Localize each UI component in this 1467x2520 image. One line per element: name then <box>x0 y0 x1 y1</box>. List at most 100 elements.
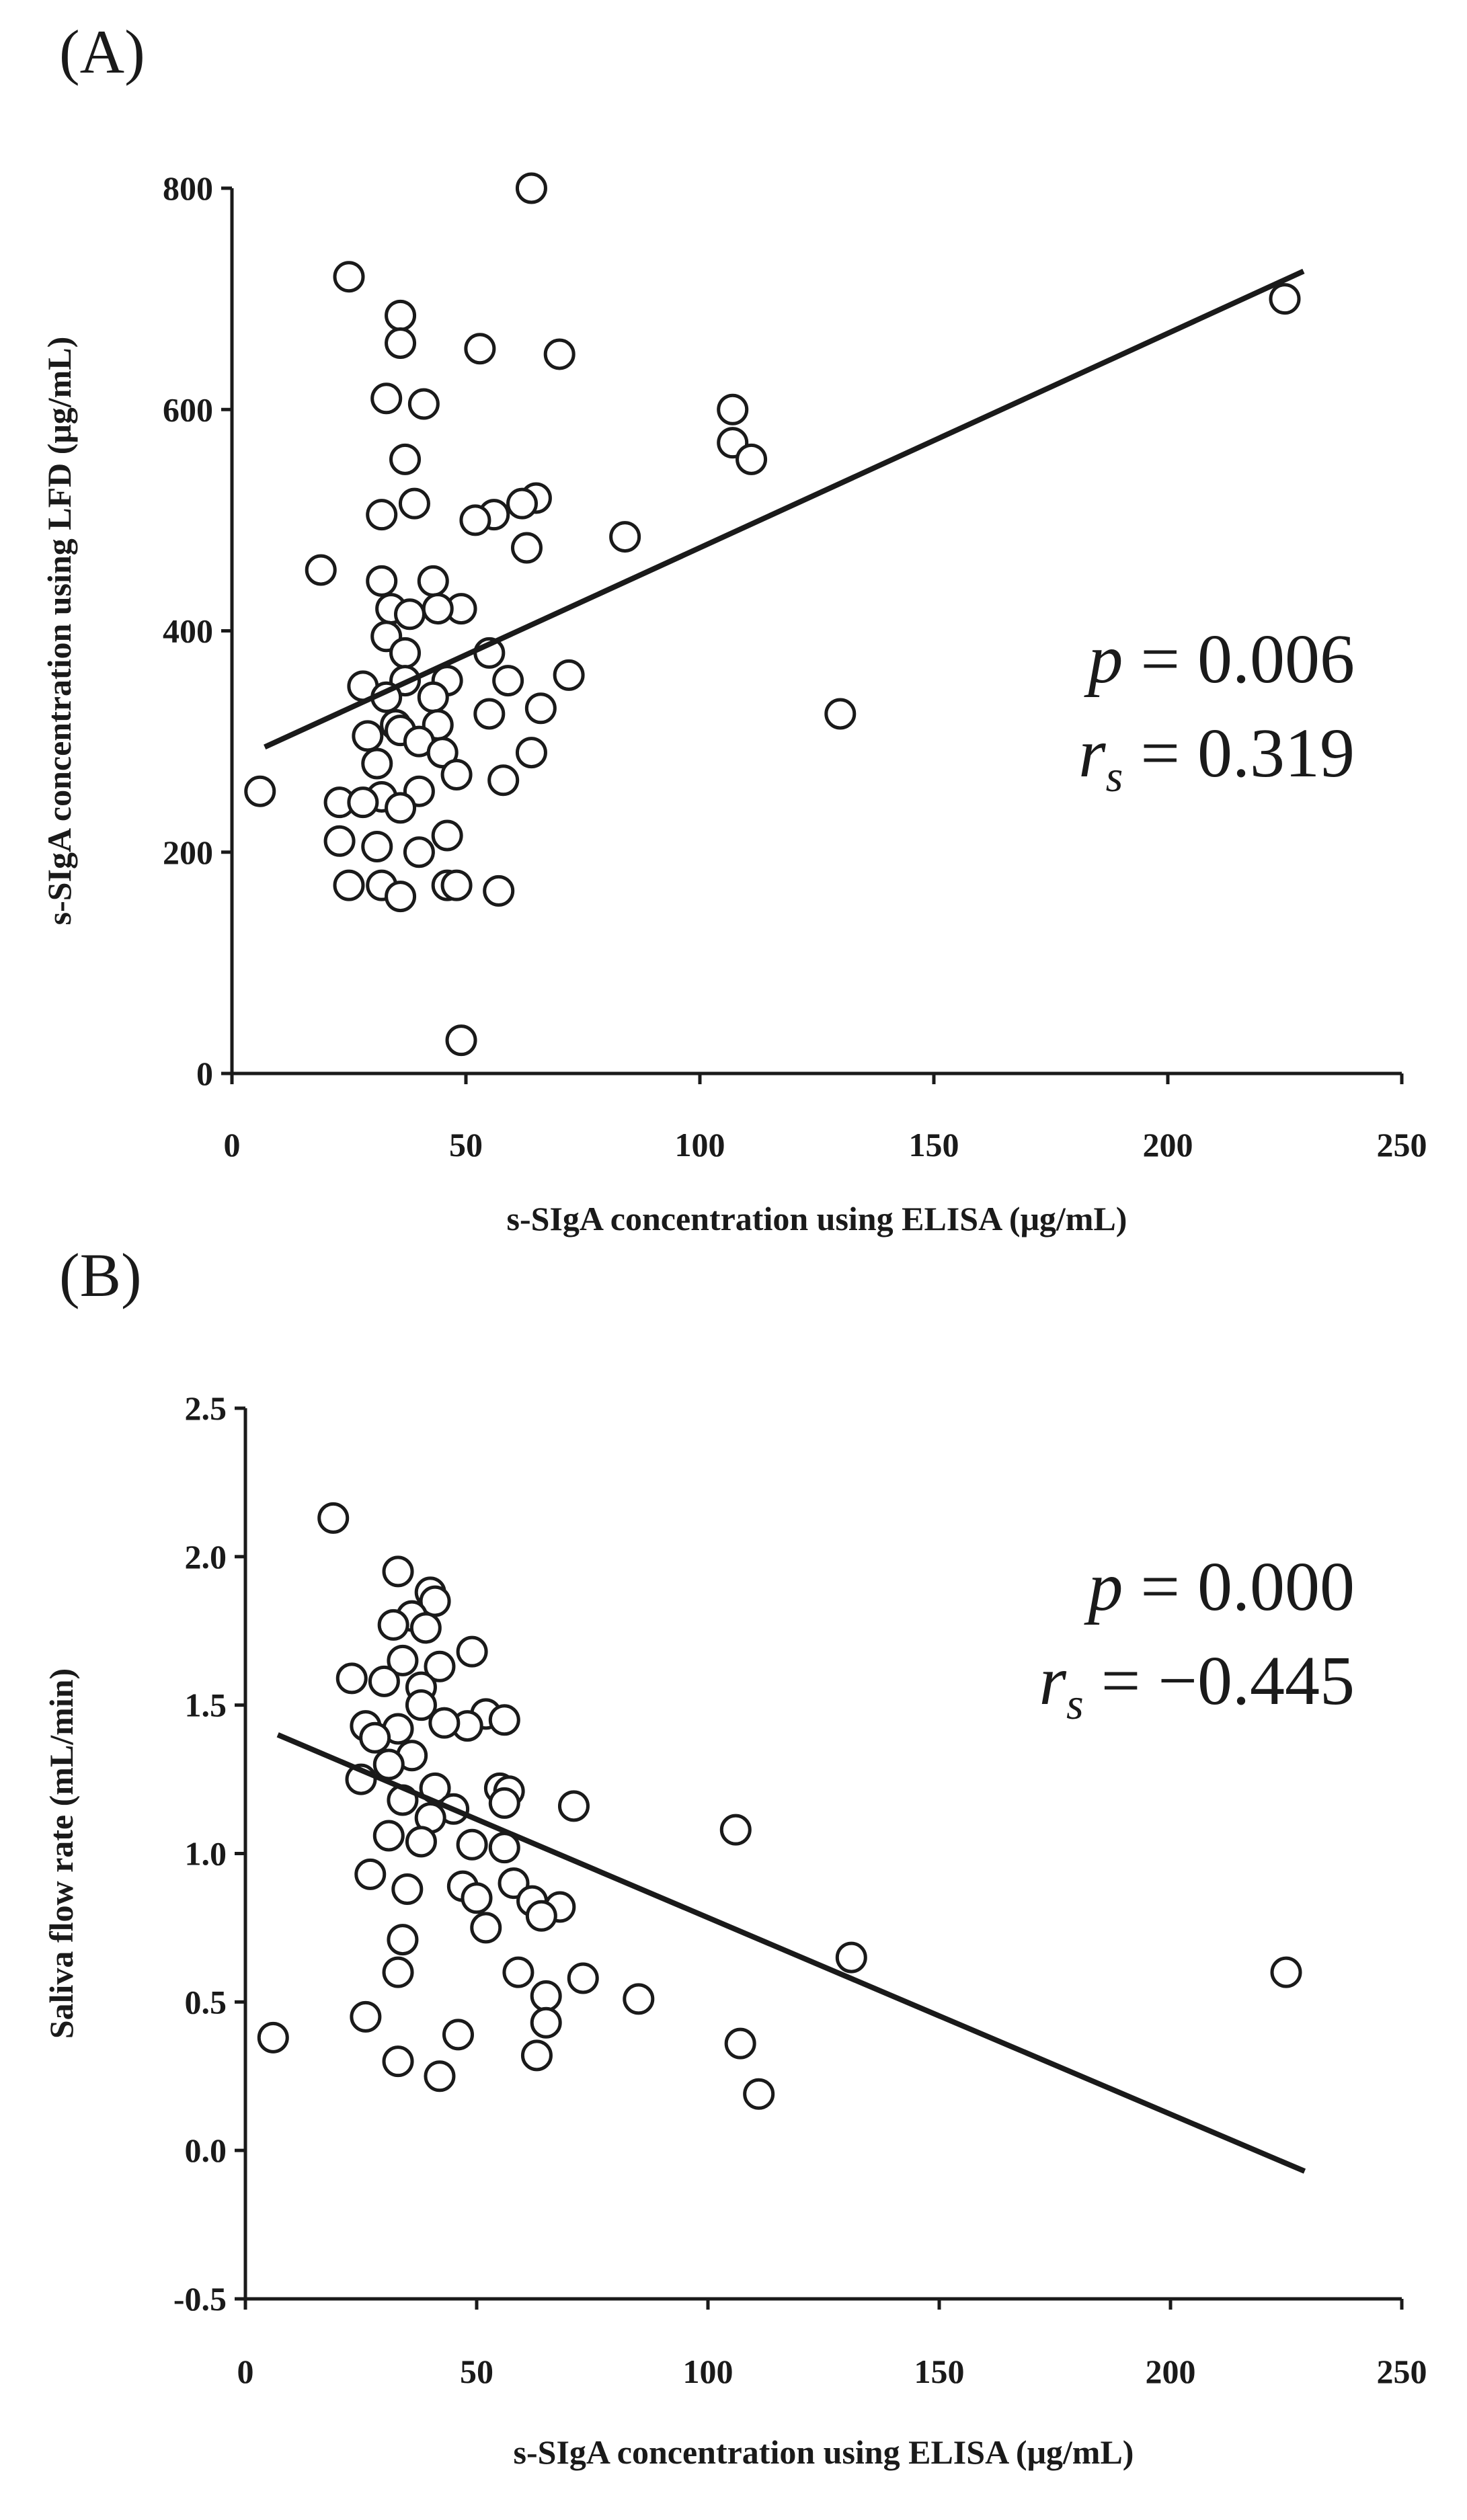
y-tick-label: 600 <box>163 391 213 428</box>
data-point <box>352 720 384 752</box>
y-tick-label: 0 <box>196 1055 213 1092</box>
data-point <box>424 2060 456 2092</box>
data-point <box>372 1748 405 1781</box>
data-point <box>317 1502 350 1534</box>
data-point <box>387 1924 419 1956</box>
data-point <box>473 698 506 730</box>
y-tick-label: 2.0 <box>185 1538 227 1576</box>
data-point <box>543 338 576 370</box>
y-tick-label: 2.5 <box>185 1389 227 1427</box>
chart-panel-b: (B) -0.5 0.0 0.5 1.0 1.5 2.0 2.5 0 50 100 150 200 250… <box>42 1241 1427 2471</box>
panel-label: (A) <box>59 17 145 86</box>
spearman-annotation: rs = −0.445 <box>1039 1642 1355 1729</box>
data-point <box>557 1790 590 1822</box>
data-point <box>567 1962 599 1994</box>
data-point <box>488 1704 520 1736</box>
x-tick-label: 200 <box>1146 2353 1196 2390</box>
data-point <box>623 1983 655 2015</box>
r-symbol: r <box>1078 715 1106 792</box>
data-point <box>387 1644 419 1676</box>
p-symbol: p <box>1083 1548 1123 1625</box>
data-point <box>488 1787 520 1819</box>
data-point <box>743 2078 775 2110</box>
data-point <box>377 1609 409 1641</box>
data-point <box>391 1873 424 1905</box>
data-point <box>417 565 449 597</box>
data-point <box>553 659 585 691</box>
data-point <box>403 836 435 868</box>
data-point <box>506 487 539 520</box>
y-tick-label: 400 <box>163 612 213 650</box>
regression-line <box>264 268 1305 749</box>
data-point <box>370 382 403 415</box>
data-point <box>244 775 276 807</box>
x-axis-title: s-SIgA concentration using ELISA (μg/mL) <box>507 1200 1127 1237</box>
data-point <box>382 1555 414 1588</box>
data-point <box>524 692 557 725</box>
data-point <box>442 2019 474 2051</box>
data-point <box>359 1721 391 1754</box>
data-point <box>456 1828 488 1861</box>
data-point <box>361 831 393 863</box>
data-point <box>835 1941 867 1974</box>
y-tick-label: 800 <box>163 169 213 207</box>
y-axis-title: Saliva flow rate (mL/min) <box>42 1668 80 2039</box>
data-point <box>405 1826 437 1858</box>
data-point <box>461 1882 493 1914</box>
y-tick-label: 1.0 <box>185 1835 227 1873</box>
data-point <box>440 759 473 791</box>
data-point <box>385 299 417 331</box>
data-point <box>393 598 426 631</box>
r-value-text: = −0.445 <box>1084 1642 1355 1719</box>
x-tick-label: 100 <box>683 2353 734 2390</box>
data-point <box>333 261 365 293</box>
data-point <box>407 388 440 420</box>
data-point <box>385 792 417 824</box>
data-point <box>417 681 449 713</box>
data-point <box>366 499 398 531</box>
chart-panel-a: (A) 0 200 400 600 800 0 50 100 150 200 250 s-SIgA co… <box>40 17 1427 1237</box>
data-point <box>350 2000 382 2033</box>
data-point <box>385 881 417 913</box>
p-value-annotation: p = 0.006 <box>1083 620 1355 698</box>
data-point <box>385 327 417 359</box>
data-point <box>487 764 520 797</box>
data-point <box>372 1820 405 1852</box>
r-symbol: r <box>1039 1642 1067 1719</box>
x-tick-label: 0 <box>224 1126 241 1164</box>
data-point <box>464 333 496 365</box>
data-point <box>426 737 459 769</box>
data-point <box>422 593 454 625</box>
data-point <box>366 565 398 597</box>
y-tick-label: -0.5 <box>173 2280 227 2318</box>
data-point <box>824 698 857 730</box>
data-point <box>520 2039 553 2072</box>
data-point <box>333 869 365 901</box>
x-axis-title: s-SIgA concentration using ELISA (μg/mL) <box>514 2433 1134 2471</box>
x-tick-label: 200 <box>1143 1126 1193 1164</box>
y-axis-title: s-SIgA concentration using LFD (μg/mL) <box>40 337 78 926</box>
data-point <box>515 737 547 769</box>
data-point <box>409 1612 442 1644</box>
data-point <box>492 665 524 697</box>
y-tick-label: 0.5 <box>185 1983 227 2021</box>
x-tick-label: 150 <box>909 1126 959 1164</box>
data-point <box>456 1635 488 1668</box>
data-point <box>424 1650 456 1682</box>
data-point <box>382 2045 414 2078</box>
r-value-text: = 0.319 <box>1123 715 1355 792</box>
data-point <box>510 532 543 564</box>
r-subscript: s <box>1066 1680 1084 1729</box>
data-point <box>368 1665 400 1697</box>
data-point <box>428 1707 461 1739</box>
data-point <box>354 1858 387 1890</box>
p-value-annotation: p = 0.000 <box>1083 1548 1355 1625</box>
data-point <box>483 875 515 907</box>
p-value-text: = 0.000 <box>1123 1548 1355 1625</box>
data-point <box>361 747 393 780</box>
y-tick-label: 200 <box>163 834 213 871</box>
p-symbol: p <box>1083 620 1123 698</box>
data-point <box>382 1956 414 1988</box>
data-point <box>405 1689 437 1721</box>
